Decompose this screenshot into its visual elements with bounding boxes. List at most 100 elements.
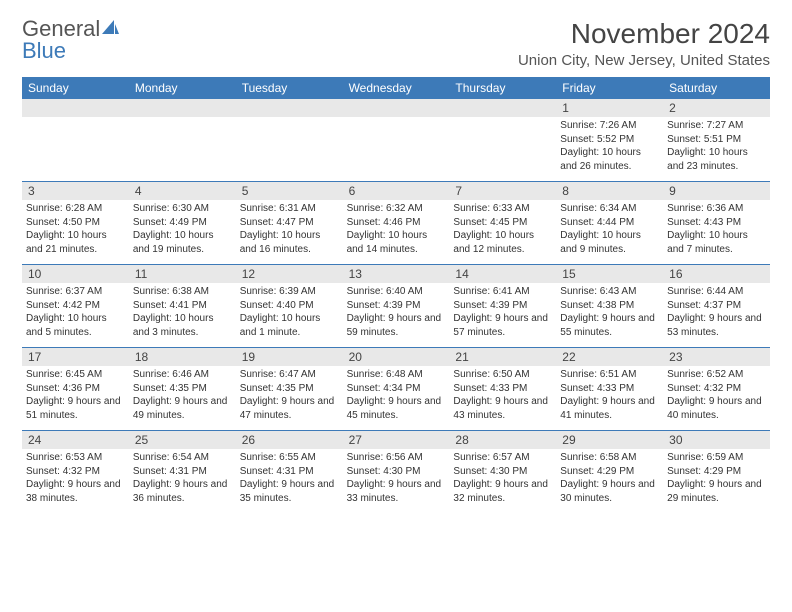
sunrise-text: Sunrise: 6:52 AM bbox=[667, 368, 766, 382]
sunrise-text: Sunrise: 6:56 AM bbox=[347, 451, 446, 465]
calendar-day: 12Sunrise: 6:39 AMSunset: 4:40 PMDayligh… bbox=[236, 265, 343, 347]
calendar: SundayMondayTuesdayWednesdayThursdayFrid… bbox=[22, 77, 770, 513]
sunset-text: Sunset: 4:35 PM bbox=[240, 382, 339, 396]
sunrise-text: Sunrise: 7:26 AM bbox=[560, 119, 659, 133]
daylight-text: Daylight: 9 hours and 41 minutes. bbox=[560, 395, 659, 422]
day-number: 1 bbox=[556, 99, 663, 117]
day-number: 12 bbox=[236, 265, 343, 283]
daylight-text: Daylight: 9 hours and 30 minutes. bbox=[560, 478, 659, 505]
calendar-day: 1Sunrise: 7:26 AMSunset: 5:52 PMDaylight… bbox=[556, 99, 663, 181]
day-details: Sunrise: 6:33 AMSunset: 4:45 PMDaylight:… bbox=[449, 200, 556, 260]
daylight-text: Daylight: 10 hours and 12 minutes. bbox=[453, 229, 552, 256]
weekday-label: Tuesday bbox=[236, 77, 343, 99]
weekday-label: Sunday bbox=[22, 77, 129, 99]
day-details: Sunrise: 6:36 AMSunset: 4:43 PMDaylight:… bbox=[663, 200, 770, 260]
sunset-text: Sunset: 4:39 PM bbox=[347, 299, 446, 313]
sunset-text: Sunset: 4:35 PM bbox=[133, 382, 232, 396]
daylight-text: Daylight: 10 hours and 3 minutes. bbox=[133, 312, 232, 339]
sunrise-text: Sunrise: 6:44 AM bbox=[667, 285, 766, 299]
calendar-day: 24Sunrise: 6:53 AMSunset: 4:32 PMDayligh… bbox=[22, 431, 129, 513]
sunset-text: Sunset: 4:46 PM bbox=[347, 216, 446, 230]
sunrise-text: Sunrise: 6:51 AM bbox=[560, 368, 659, 382]
day-details: Sunrise: 6:52 AMSunset: 4:32 PMDaylight:… bbox=[663, 366, 770, 426]
calendar-day bbox=[343, 99, 450, 181]
sunrise-text: Sunrise: 6:57 AM bbox=[453, 451, 552, 465]
calendar-day: 6Sunrise: 6:32 AMSunset: 4:46 PMDaylight… bbox=[343, 182, 450, 264]
day-number: 18 bbox=[129, 348, 236, 366]
day-number: 2 bbox=[663, 99, 770, 117]
day-number: 8 bbox=[556, 182, 663, 200]
sunrise-text: Sunrise: 6:47 AM bbox=[240, 368, 339, 382]
day-details: Sunrise: 6:53 AMSunset: 4:32 PMDaylight:… bbox=[22, 449, 129, 509]
calendar-week: 17Sunrise: 6:45 AMSunset: 4:36 PMDayligh… bbox=[22, 348, 770, 431]
day-number: 4 bbox=[129, 182, 236, 200]
day-number: 20 bbox=[343, 348, 450, 366]
day-number: 6 bbox=[343, 182, 450, 200]
sunrise-text: Sunrise: 6:58 AM bbox=[560, 451, 659, 465]
sunrise-text: Sunrise: 6:53 AM bbox=[26, 451, 125, 465]
sunrise-text: Sunrise: 6:46 AM bbox=[133, 368, 232, 382]
weekday-label: Monday bbox=[129, 77, 236, 99]
day-number: 29 bbox=[556, 431, 663, 449]
calendar-day: 19Sunrise: 6:47 AMSunset: 4:35 PMDayligh… bbox=[236, 348, 343, 430]
daylight-text: Daylight: 9 hours and 55 minutes. bbox=[560, 312, 659, 339]
day-number: 17 bbox=[22, 348, 129, 366]
sunset-text: Sunset: 4:47 PM bbox=[240, 216, 339, 230]
logo: General Blue bbox=[22, 18, 120, 62]
calendar-day: 27Sunrise: 6:56 AMSunset: 4:30 PMDayligh… bbox=[343, 431, 450, 513]
day-details: Sunrise: 6:50 AMSunset: 4:33 PMDaylight:… bbox=[449, 366, 556, 426]
sunrise-text: Sunrise: 6:37 AM bbox=[26, 285, 125, 299]
day-details: Sunrise: 6:46 AMSunset: 4:35 PMDaylight:… bbox=[129, 366, 236, 426]
daylight-text: Daylight: 9 hours and 40 minutes. bbox=[667, 395, 766, 422]
sunset-text: Sunset: 4:33 PM bbox=[453, 382, 552, 396]
day-details: Sunrise: 6:39 AMSunset: 4:40 PMDaylight:… bbox=[236, 283, 343, 343]
logo-text: General Blue bbox=[22, 18, 120, 62]
day-number: 30 bbox=[663, 431, 770, 449]
sunrise-text: Sunrise: 6:38 AM bbox=[133, 285, 232, 299]
daylight-text: Daylight: 10 hours and 7 minutes. bbox=[667, 229, 766, 256]
calendar-day: 10Sunrise: 6:37 AMSunset: 4:42 PMDayligh… bbox=[22, 265, 129, 347]
sunrise-text: Sunrise: 6:36 AM bbox=[667, 202, 766, 216]
calendar-day: 22Sunrise: 6:51 AMSunset: 4:33 PMDayligh… bbox=[556, 348, 663, 430]
sunset-text: Sunset: 4:41 PM bbox=[133, 299, 232, 313]
sunrise-text: Sunrise: 6:41 AM bbox=[453, 285, 552, 299]
day-details: Sunrise: 6:56 AMSunset: 4:30 PMDaylight:… bbox=[343, 449, 450, 509]
day-details: Sunrise: 6:32 AMSunset: 4:46 PMDaylight:… bbox=[343, 200, 450, 260]
sunset-text: Sunset: 4:42 PM bbox=[26, 299, 125, 313]
day-details: Sunrise: 7:26 AMSunset: 5:52 PMDaylight:… bbox=[556, 117, 663, 177]
daylight-text: Daylight: 10 hours and 23 minutes. bbox=[667, 146, 766, 173]
day-details: Sunrise: 6:54 AMSunset: 4:31 PMDaylight:… bbox=[129, 449, 236, 509]
month-title: November 2024 bbox=[518, 18, 770, 50]
sunset-text: Sunset: 4:50 PM bbox=[26, 216, 125, 230]
sunset-text: Sunset: 4:36 PM bbox=[26, 382, 125, 396]
calendar-week: 10Sunrise: 6:37 AMSunset: 4:42 PMDayligh… bbox=[22, 265, 770, 348]
day-number: 3 bbox=[22, 182, 129, 200]
day-number: 13 bbox=[343, 265, 450, 283]
day-number: 5 bbox=[236, 182, 343, 200]
sunset-text: Sunset: 4:45 PM bbox=[453, 216, 552, 230]
day-details: Sunrise: 6:30 AMSunset: 4:49 PMDaylight:… bbox=[129, 200, 236, 260]
calendar-day: 5Sunrise: 6:31 AMSunset: 4:47 PMDaylight… bbox=[236, 182, 343, 264]
sunset-text: Sunset: 4:34 PM bbox=[347, 382, 446, 396]
sunset-text: Sunset: 4:32 PM bbox=[26, 465, 125, 479]
calendar-day: 29Sunrise: 6:58 AMSunset: 4:29 PMDayligh… bbox=[556, 431, 663, 513]
daylight-text: Daylight: 10 hours and 21 minutes. bbox=[26, 229, 125, 256]
day-details: Sunrise: 6:37 AMSunset: 4:42 PMDaylight:… bbox=[22, 283, 129, 343]
calendar-day: 28Sunrise: 6:57 AMSunset: 4:30 PMDayligh… bbox=[449, 431, 556, 513]
calendar-week: 24Sunrise: 6:53 AMSunset: 4:32 PMDayligh… bbox=[22, 431, 770, 513]
sunrise-text: Sunrise: 6:50 AM bbox=[453, 368, 552, 382]
sunset-text: Sunset: 4:30 PM bbox=[453, 465, 552, 479]
day-number: 14 bbox=[449, 265, 556, 283]
weekday-label: Saturday bbox=[663, 77, 770, 99]
sunrise-text: Sunrise: 6:55 AM bbox=[240, 451, 339, 465]
day-number: 16 bbox=[663, 265, 770, 283]
daylight-text: Daylight: 9 hours and 47 minutes. bbox=[240, 395, 339, 422]
sunrise-text: Sunrise: 6:45 AM bbox=[26, 368, 125, 382]
day-details: Sunrise: 6:28 AMSunset: 4:50 PMDaylight:… bbox=[22, 200, 129, 260]
day-details: Sunrise: 6:45 AMSunset: 4:36 PMDaylight:… bbox=[22, 366, 129, 426]
daylight-text: Daylight: 9 hours and 49 minutes. bbox=[133, 395, 232, 422]
sunrise-text: Sunrise: 6:59 AM bbox=[667, 451, 766, 465]
calendar-day: 4Sunrise: 6:30 AMSunset: 4:49 PMDaylight… bbox=[129, 182, 236, 264]
day-number: 27 bbox=[343, 431, 450, 449]
sunrise-text: Sunrise: 6:31 AM bbox=[240, 202, 339, 216]
